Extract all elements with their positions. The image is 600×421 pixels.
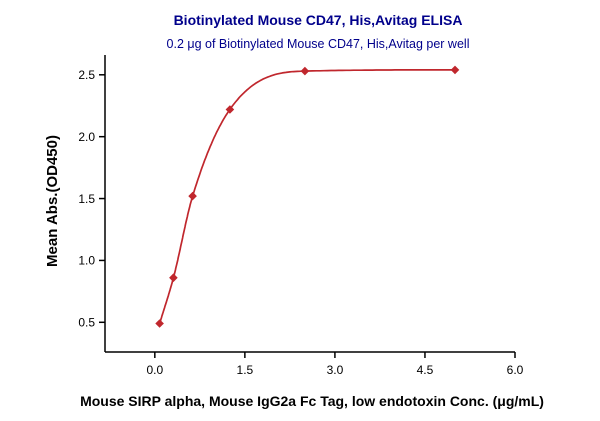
y-tick-label: 2.5 bbox=[78, 68, 95, 82]
chart-title: Biotinylated Mouse CD47, His,Avitag ELIS… bbox=[174, 12, 463, 28]
data-point-marker bbox=[225, 105, 235, 114]
y-tick-label: 1.0 bbox=[78, 254, 95, 268]
y-tick-label: 0.5 bbox=[78, 316, 95, 330]
fit-curve bbox=[158, 69, 455, 324]
x-tick-label: 4.5 bbox=[417, 363, 434, 377]
x-tick-label: 6.0 bbox=[507, 363, 524, 377]
x-tick-label: 3.0 bbox=[327, 363, 344, 377]
data-point-marker bbox=[450, 65, 460, 75]
chart-subtitle: 0.2 μg of Biotinylated Mouse CD47, His,A… bbox=[167, 37, 470, 51]
data-point-marker bbox=[188, 191, 197, 201]
y-tick-label: 2.0 bbox=[78, 130, 95, 144]
x-tick-label: 1.5 bbox=[237, 363, 254, 377]
x-axis-label: Mouse SIRP alpha, Mouse IgG2a Fc Tag, lo… bbox=[80, 393, 544, 409]
plot-area: 0.0 1.5 3.0 4.5 6.0 0.5 1.0 1.5 2.0 2.5 bbox=[78, 55, 524, 377]
x-tick-label: 0.0 bbox=[146, 363, 163, 377]
data-point-marker bbox=[300, 66, 310, 76]
data-point-marker bbox=[169, 273, 178, 283]
y-axis-label: Mean Abs.(OD450) bbox=[44, 135, 61, 267]
y-tick-label: 1.5 bbox=[78, 192, 95, 206]
data-point-marker bbox=[155, 319, 164, 328]
